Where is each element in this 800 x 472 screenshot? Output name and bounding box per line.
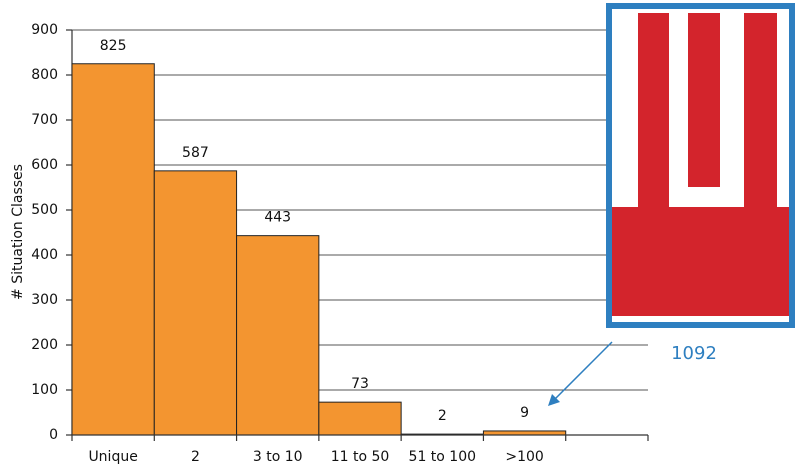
value-label: 587 (182, 145, 209, 161)
value-label: 73 (351, 376, 369, 392)
value-label: 2 (438, 408, 447, 424)
x-tick-label: 3 to 10 (253, 449, 303, 465)
bar (482, 430, 567, 436)
inset-shape (744, 13, 777, 209)
y-tick-label: 400 (31, 247, 58, 263)
y-tick-label: 700 (31, 112, 58, 128)
bar (318, 401, 402, 436)
x-tick-label: 11 to 50 (331, 449, 390, 465)
bar (153, 170, 238, 436)
y-tick-label: 500 (31, 202, 58, 218)
y-tick-label: 100 (31, 382, 58, 398)
y-tick-label: 600 (31, 157, 58, 173)
bar (71, 63, 155, 436)
value-label: 9 (520, 405, 529, 421)
annotation: 1092 (671, 343, 717, 364)
inset-shape (612, 207, 789, 316)
inset-shape (612, 210, 672, 220)
x-tick-label: 51 to 100 (409, 449, 477, 465)
y-tick-label: 200 (31, 337, 58, 353)
annotation-arrow (551, 341, 613, 403)
x-tick-label: 2 (191, 449, 200, 465)
x-tick-label: >100 (505, 449, 543, 465)
value-label: 443 (264, 210, 291, 226)
y-tick-label: 0 (49, 427, 58, 443)
annotation-arrowhead (548, 394, 560, 406)
y-tick-label: 300 (31, 292, 58, 308)
bar (236, 235, 320, 436)
value-label: 825 (100, 38, 127, 54)
x-tick-label: Unique (88, 449, 137, 465)
y-tick-label: 900 (31, 22, 58, 38)
inset-image (548, 3, 795, 406)
inset-shape (638, 13, 669, 213)
y-tick-label: 800 (31, 67, 58, 83)
inset-shape (688, 13, 720, 187)
y-axis-label: # Situation Classes (10, 164, 26, 300)
